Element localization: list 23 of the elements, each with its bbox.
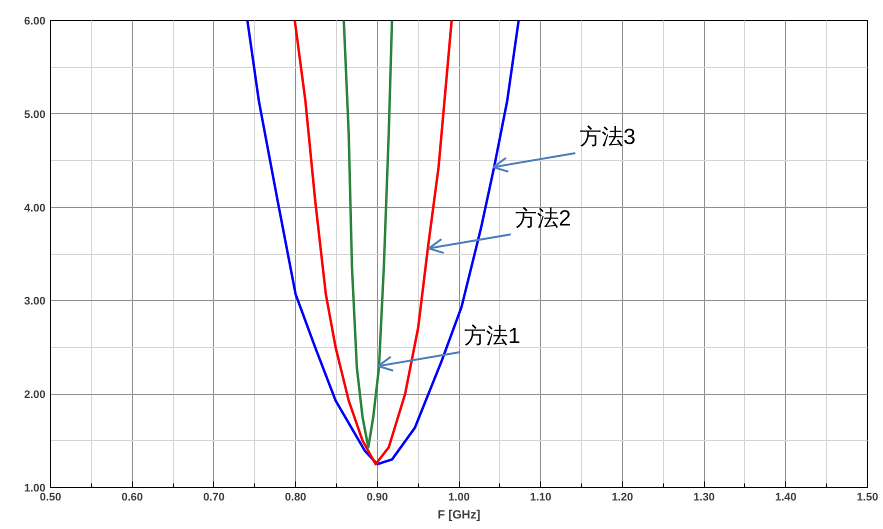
- y-tick-label: 6.00: [24, 16, 46, 28]
- annotation: 方法3: [579, 124, 636, 150]
- x-tick-label: 0.90: [366, 492, 388, 504]
- x-tick-label: 1.40: [775, 492, 797, 504]
- x-tick-label: 1.50: [856, 492, 878, 504]
- x-tick-label: 0.60: [121, 492, 143, 504]
- x-tick-label: 1.00: [448, 492, 470, 504]
- y-tick-label: 3.00: [24, 296, 46, 308]
- x-tick-label: 0.70: [203, 492, 225, 504]
- x-tick-label: 1.30: [693, 492, 715, 504]
- y-tick-label: 4.00: [24, 202, 46, 214]
- x-tick-label: 0.80: [284, 492, 306, 504]
- x-axis-title: F [GHz]: [438, 508, 480, 522]
- x-tick-label: 1.10: [530, 492, 552, 504]
- y-tick-label: 1.00: [24, 482, 46, 494]
- line-series: [342, 20, 394, 449]
- annotation: 方法1: [464, 323, 520, 348]
- y-tick-label: 5.00: [24, 108, 46, 121]
- annotation: 方法2: [514, 205, 572, 230]
- y-tick-label: 2.00: [24, 389, 46, 402]
- line-series: [294, 20, 453, 466]
- x-tick-label: 1.20: [612, 492, 634, 504]
- x-tick-label: 0.50: [40, 492, 62, 504]
